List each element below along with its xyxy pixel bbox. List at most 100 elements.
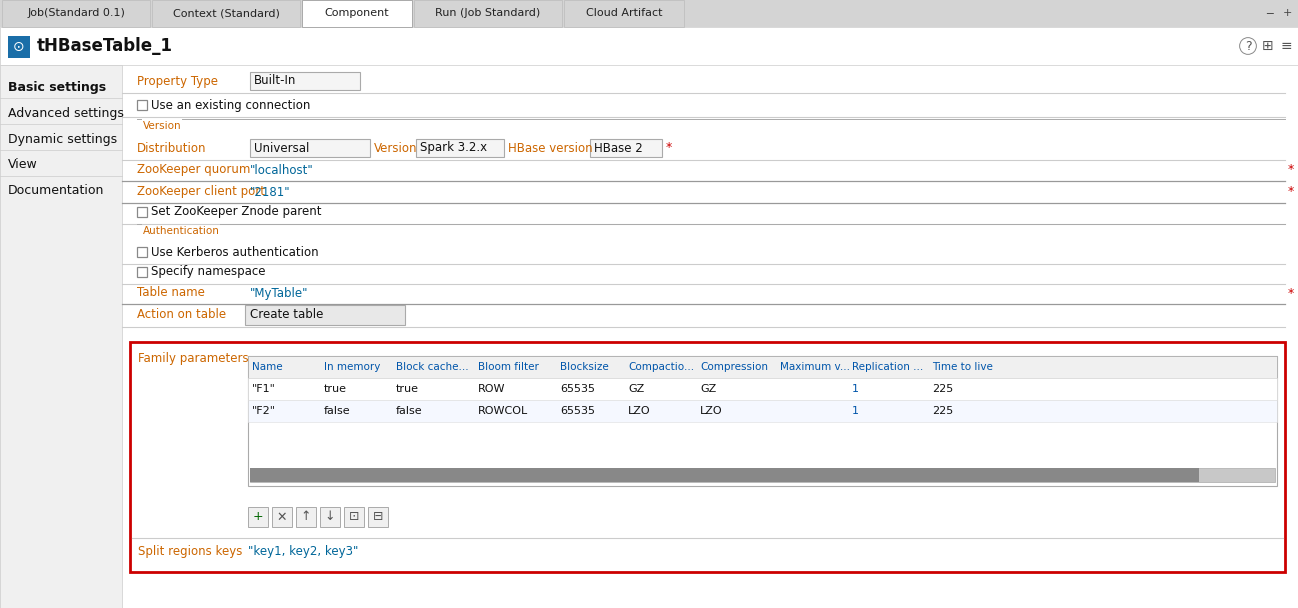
Text: Replication ...: Replication ... [851,362,923,372]
Bar [138,100,147,110]
Text: Set ZooKeeper Znode parent: Set ZooKeeper Znode parent [151,206,322,218]
Text: Property Type: Property Type [138,75,218,88]
Text: Action on table: Action on table [138,308,226,322]
Text: Built-In: Built-In [254,75,296,88]
Text: Compactio...: Compactio... [628,362,694,372]
Text: Name: Name [252,362,283,372]
Text: Basic settings: Basic settings [8,80,106,94]
Text: Universal: Universal [254,142,309,154]
Text: Spark 3.2.x: Spark 3.2.x [421,142,487,154]
Text: ?: ? [1245,40,1251,52]
Bar [0,27,1298,65]
Text: Version: Version [374,142,418,154]
Text: 225: 225 [932,406,953,416]
Text: Family parameters: Family parameters [138,352,249,365]
Bar [122,65,1298,608]
Text: Job(Standard 0.1): Job(Standard 0.1) [27,9,125,18]
Bar [591,139,662,157]
Text: *: * [1288,164,1294,176]
Bar [0,65,122,608]
Text: +: + [1282,9,1292,18]
Text: Component: Component [324,9,389,18]
Text: 225: 225 [932,384,953,394]
Text: 65535: 65535 [559,406,594,416]
Text: "MyTable": "MyTable" [251,286,309,300]
Text: false: false [396,406,423,416]
Bar [248,400,1277,422]
Text: tHBaseTable_1: tHBaseTable_1 [38,37,173,55]
Text: true: true [324,384,347,394]
Text: Authentication: Authentication [143,226,219,236]
Bar [296,507,315,527]
Text: true: true [396,384,419,394]
Text: ↑: ↑ [301,511,312,523]
Text: *: * [666,142,672,154]
Text: 1: 1 [851,384,859,394]
Text: ZooKeeper client port: ZooKeeper client port [138,185,265,198]
Text: Distribution: Distribution [138,142,206,154]
Bar [138,267,147,277]
Text: ↓: ↓ [324,511,335,523]
Text: ≡: ≡ [1280,39,1292,53]
Bar [251,468,1275,482]
Text: Block cache...: Block cache... [396,362,469,372]
Text: Run (Job Standard): Run (Job Standard) [435,9,541,18]
Text: 65535: 65535 [559,384,594,394]
Text: Use an existing connection: Use an existing connection [151,98,310,111]
Bar [414,0,562,27]
Text: ZooKeeper quorum: ZooKeeper quorum [138,164,251,176]
Text: HBase version: HBase version [508,142,593,154]
Bar [273,507,292,527]
Text: Version: Version [143,121,182,131]
Bar [565,0,684,27]
Bar [248,356,1277,378]
Text: ✕: ✕ [276,511,287,523]
Bar [152,0,300,27]
Text: Specify namespace: Specify namespace [151,266,266,278]
Text: false: false [324,406,350,416]
Bar [248,356,1277,486]
Text: GZ: GZ [700,384,716,394]
Text: 1: 1 [851,406,859,416]
Bar [251,139,370,157]
Text: Create table: Create table [251,308,323,322]
Text: Dynamic settings: Dynamic settings [8,133,117,145]
Text: Split regions keys: Split regions keys [138,545,243,559]
Bar [130,342,1285,572]
Text: "F1": "F1" [252,384,276,394]
Bar [321,507,340,527]
Text: Advanced settings: Advanced settings [8,106,123,120]
Bar [344,507,363,527]
Bar [251,72,360,90]
Bar [138,207,147,217]
Bar [369,507,388,527]
Text: "localhost": "localhost" [251,164,314,176]
Bar [415,139,504,157]
Text: ROWCOL: ROWCOL [478,406,528,416]
Bar [8,36,30,58]
Text: ⊞: ⊞ [1262,39,1273,53]
Text: GZ: GZ [628,384,644,394]
Text: ⊟: ⊟ [373,511,383,523]
Bar [251,468,1199,482]
Bar [138,247,147,257]
Text: ROW: ROW [478,384,505,394]
Text: Blocksize: Blocksize [559,362,609,372]
Bar [245,305,405,325]
Text: "F2": "F2" [252,406,276,416]
Text: *: * [1288,185,1294,198]
Text: Cloud Artifact: Cloud Artifact [585,9,662,18]
Bar [0,0,1298,27]
Text: Time to live: Time to live [932,362,993,372]
Text: Documentation: Documentation [8,184,104,198]
Text: HBase 2: HBase 2 [594,142,643,154]
Bar [3,0,151,27]
Text: "2181": "2181" [251,185,291,198]
Text: LZO: LZO [700,406,723,416]
Text: Context (Standard): Context (Standard) [173,9,279,18]
Text: Maximum v...: Maximum v... [780,362,850,372]
Text: In memory: In memory [324,362,380,372]
Bar [248,378,1277,400]
Text: "key1, key2, key3": "key1, key2, key3" [248,545,358,559]
Text: View: View [8,159,38,171]
